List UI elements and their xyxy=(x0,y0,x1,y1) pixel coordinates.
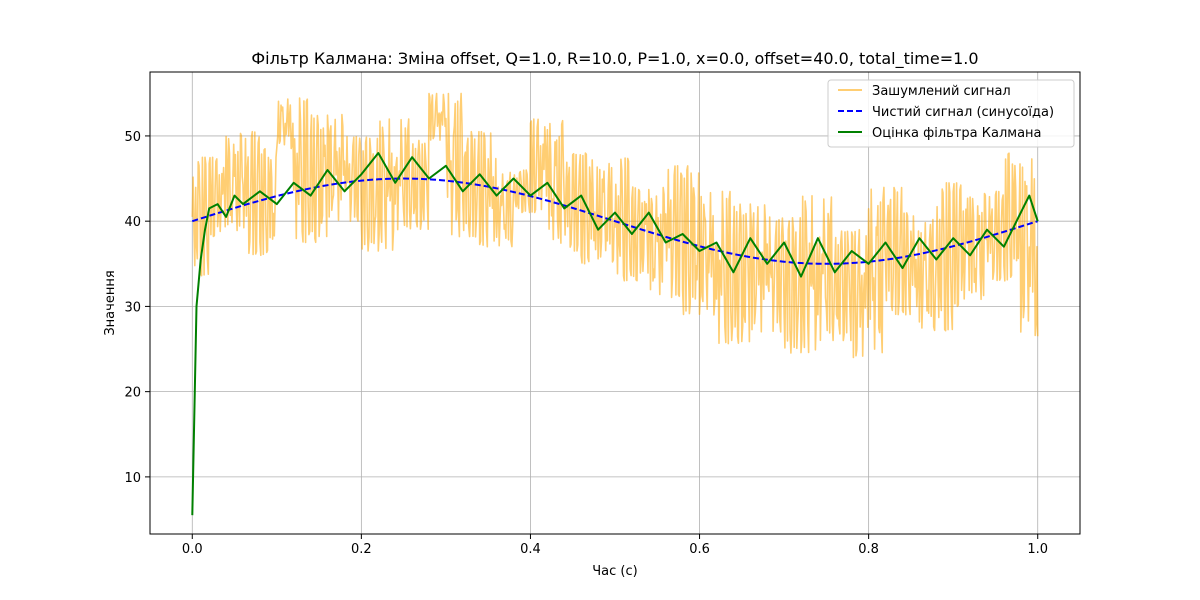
y-tick-label: 50 xyxy=(124,130,141,145)
x-tick-label: 0.8 xyxy=(858,542,879,557)
legend: Зашумлений сигнал Чистий сигнал (синусої… xyxy=(827,79,1075,148)
x-tick-label: 1.0 xyxy=(1027,542,1048,557)
legend-box xyxy=(827,79,1075,148)
legend-label-kalman: Оцінка фільтра Калмана xyxy=(872,126,1042,141)
plot-frame xyxy=(149,71,1081,535)
x-tick-label: 0.2 xyxy=(351,542,372,557)
y-tick-label: 40 xyxy=(124,215,141,230)
y-tick-label: 30 xyxy=(124,300,141,315)
x-tick-label: 0.4 xyxy=(520,542,541,557)
plot-series xyxy=(191,92,1039,516)
legend-label-clean: Чистий сигнал (синусоїда) xyxy=(872,105,1054,120)
y-axis-label: Значення xyxy=(103,270,118,335)
noisy-signal-line xyxy=(191,92,1039,359)
y-tick-label: 20 xyxy=(124,386,141,401)
axis-ticks: 0.0 0.2 0.4 0.6 0.8 1.0 10 20 30 40 50 xyxy=(124,130,1048,557)
y-tick-label: 10 xyxy=(124,471,141,486)
chart-title: Фільтр Калмана: Зміна offset, Q=1.0, R=1… xyxy=(251,49,978,69)
legend-label-noisy: Зашумлений сигнал xyxy=(872,84,1011,99)
x-tick-label: 0.6 xyxy=(689,542,710,557)
kalman-estimate-line xyxy=(191,152,1039,516)
x-tick-label: 0.0 xyxy=(182,542,203,557)
x-axis-label: Час (с) xyxy=(592,564,637,579)
